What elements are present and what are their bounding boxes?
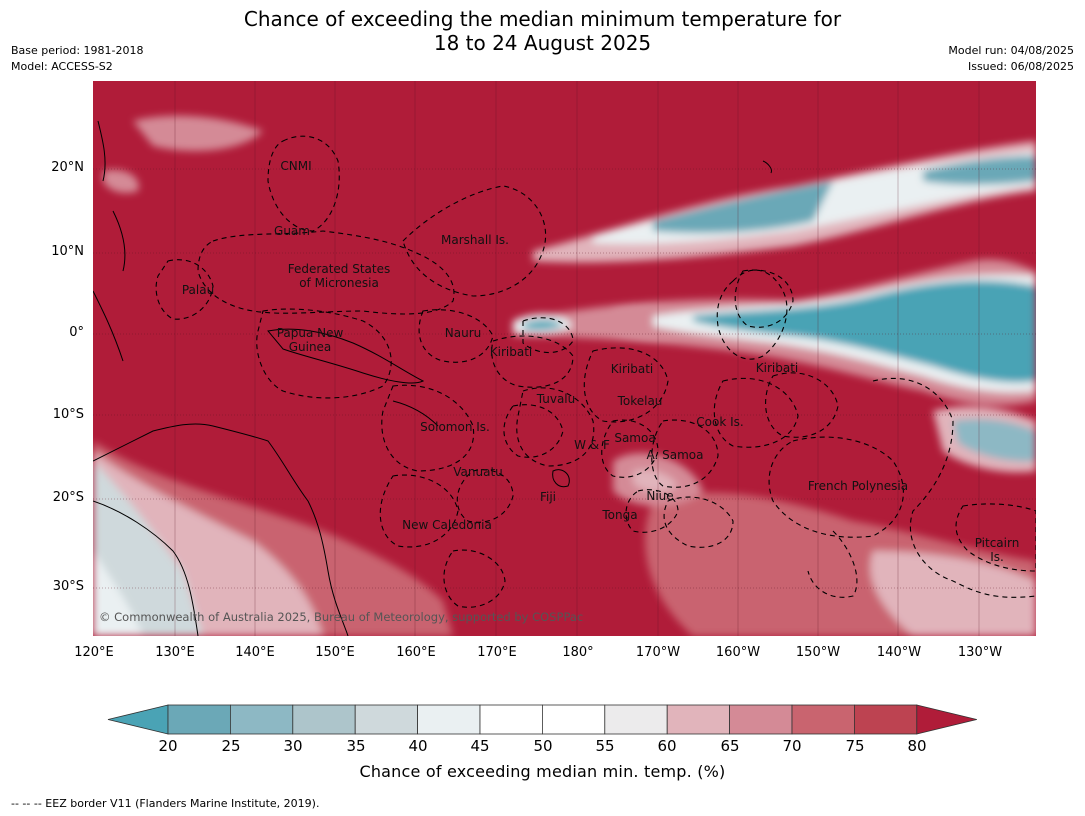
y-label-30s: 30°S <box>52 579 84 594</box>
y-label-0: 0° <box>69 325 84 340</box>
x-label-140e: 140°E <box>235 645 275 660</box>
colorbar-swatch <box>854 704 918 735</box>
chart-title-line1: Chance of exceeding the median minimum t… <box>243 7 842 31</box>
colorbar-tick-50: 50 <box>533 737 553 755</box>
colorbar-tick-55: 55 <box>595 737 615 755</box>
colorbar-tick-70: 70 <box>782 737 802 755</box>
colorbar-tick-80: 80 <box>907 737 927 755</box>
model-text: Model: ACCESS-S2 <box>11 60 113 73</box>
x-label-120e: 120°E <box>74 645 114 660</box>
model-run-text: Model run: 04/08/2025 <box>948 44 1074 57</box>
colorbar-swatch <box>604 704 668 735</box>
label-vanuatu: Vanuatu <box>453 465 503 479</box>
colorbar-tick-30: 30 <box>283 737 303 755</box>
colorbar-tick-25: 25 <box>221 737 241 755</box>
colorbar-tick-40: 40 <box>408 737 428 755</box>
colorbar-label: Chance of exceeding median min. temp. (%… <box>359 762 726 781</box>
footnote: -- -- -- EEZ border V11 (Flanders Marine… <box>11 797 320 810</box>
x-label-130w: 130°W <box>957 645 1003 660</box>
label-french-polynesia: French Polynesia <box>807 479 909 493</box>
label-palau: Palau <box>181 283 215 297</box>
label-pitcairn-is: Pitcairn Is. <box>974 536 1020 564</box>
colorbar-swatch <box>479 704 543 735</box>
label-wallis-futuna: W & F <box>574 438 610 452</box>
colorbar-swatches <box>107 704 977 735</box>
colorbar-swatch <box>292 704 356 735</box>
label-new-caledonia: New Caledonia <box>402 518 492 532</box>
label-marshall-is: Marshall Is. <box>441 233 509 247</box>
colorbar <box>107 704 977 735</box>
map-panel: © Commonwealth of Australia 2025, Bureau… <box>93 81 1036 636</box>
colorbar-swatch <box>791 704 855 735</box>
colorbar-swatch <box>167 704 231 735</box>
label-cook-is: Cook Is. <box>696 415 744 429</box>
x-label-180: 180° <box>562 645 594 660</box>
lower-probability-equatorial <box>513 259 1036 473</box>
coastlines <box>93 120 772 636</box>
x-label-150e: 150°E <box>315 645 355 660</box>
label-tuvalu: Tuvalu <box>536 392 576 406</box>
colorbar-swatch <box>229 704 294 735</box>
label-american-samoa: A. Samoa <box>646 448 704 462</box>
x-label-140w: 140°W <box>876 645 922 660</box>
base-period-text: Base period: 1981-2018 <box>11 44 144 57</box>
label-nauru: Nauru <box>444 326 482 340</box>
colorbar-tick-45: 45 <box>470 737 490 755</box>
colorbar-tick-20: 20 <box>158 737 178 755</box>
x-label-160e: 160°E <box>396 645 436 660</box>
label-png: Papua New Guinea <box>276 326 344 354</box>
copyright-text: © Commonwealth of Australia 2025, Bureau… <box>99 610 583 624</box>
meridians <box>174 81 980 636</box>
label-cnmi: CNMI <box>280 159 312 173</box>
label-fiji: Fiji <box>539 490 557 504</box>
label-fsm: Federated States of Micronesia <box>287 262 391 290</box>
chart-title-line2: 18 to 24 August 2025 <box>433 31 652 55</box>
label-solomon-is: Solomon Is. <box>420 420 490 434</box>
label-tokelau: Tokelau <box>617 394 663 408</box>
colorbar-tick-65: 65 <box>720 737 740 755</box>
colorbar-tick-60: 60 <box>657 737 677 755</box>
colorbar-tick-75: 75 <box>845 737 865 755</box>
y-label-20s: 20°S <box>52 490 84 505</box>
label-samoa: Samoa <box>614 431 656 445</box>
x-label-170w: 170°W <box>635 645 681 660</box>
label-niue: Niue <box>646 489 674 503</box>
colorbar-extend-low <box>107 704 169 735</box>
x-label-170e: 170°E <box>477 645 517 660</box>
label-kiribati-central: Kiribati <box>610 362 654 376</box>
label-tonga: Tonga <box>602 508 638 522</box>
issued-text: Issued: 06/08/2025 <box>967 60 1074 73</box>
label-kiribati-west: Kiribati <box>489 345 533 359</box>
label-kiribati-east: Kiribati <box>755 361 799 375</box>
x-label-150w: 150°W <box>795 645 841 660</box>
colorbar-swatch <box>542 704 606 735</box>
x-label-130e: 130°E <box>155 645 195 660</box>
x-label-160w: 160°W <box>715 645 761 660</box>
colorbar-swatch <box>417 704 481 735</box>
y-label-10n: 10°N <box>51 244 84 259</box>
colorbar-swatch <box>729 704 793 735</box>
colorbar-tick-35: 35 <box>346 737 366 755</box>
label-guam: Guam <box>274 224 310 238</box>
y-label-10s: 10°S <box>52 407 84 422</box>
probability-map: © Commonwealth of Australia 2025, Bureau… <box>93 81 1036 636</box>
colorbar-extend-high <box>916 704 977 735</box>
graticule <box>93 168 1036 589</box>
eez-borders <box>155 135 1036 608</box>
colorbar-swatch <box>354 704 419 735</box>
colorbar-swatch <box>666 704 731 735</box>
y-label-20n: 20°N <box>51 160 84 175</box>
